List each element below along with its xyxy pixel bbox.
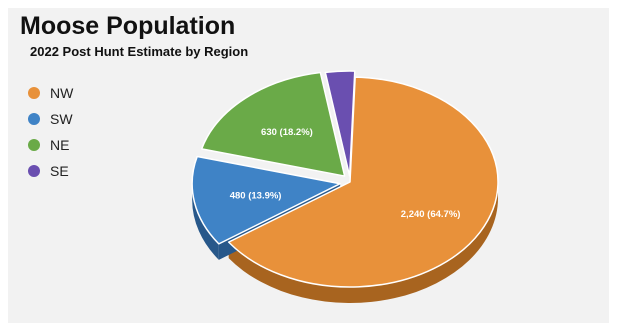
legend-swatch-se	[28, 165, 40, 177]
legend-item-nw[interactable]: NW	[28, 80, 73, 106]
legend-label-nw: NW	[50, 85, 74, 101]
chart-subtitle: 2022 Post Hunt Estimate by Region	[30, 44, 249, 59]
data-label-nw: 2,240 (64.7%)	[401, 209, 461, 220]
chart-legend: NW SW NE SE	[28, 80, 73, 184]
legend-item-sw[interactable]: SW	[28, 106, 73, 132]
legend-swatch-sw	[28, 113, 40, 125]
data-label-ne: 630 (18.2%)	[261, 127, 313, 138]
pie-slice-ne	[200, 71, 346, 177]
legend-item-se[interactable]: SE	[28, 158, 73, 184]
data-label-sw: 480 (13.9%)	[230, 190, 282, 201]
pie-slice-se	[324, 70, 356, 177]
pie-wall-sw	[192, 183, 219, 260]
legend-label-se: SE	[50, 163, 69, 179]
legend-label-ne: NE	[50, 137, 70, 153]
pie-slice-nw	[227, 76, 499, 288]
legend-swatch-ne	[28, 139, 40, 151]
legend-label-sw: SW	[50, 111, 73, 127]
pie-slice-sw	[191, 155, 341, 245]
legend-item-ne[interactable]: NE	[28, 132, 73, 158]
pie-wall-nw	[228, 182, 498, 303]
chart-title: Moose Population	[20, 12, 236, 40]
legend-swatch-nw	[28, 87, 40, 99]
